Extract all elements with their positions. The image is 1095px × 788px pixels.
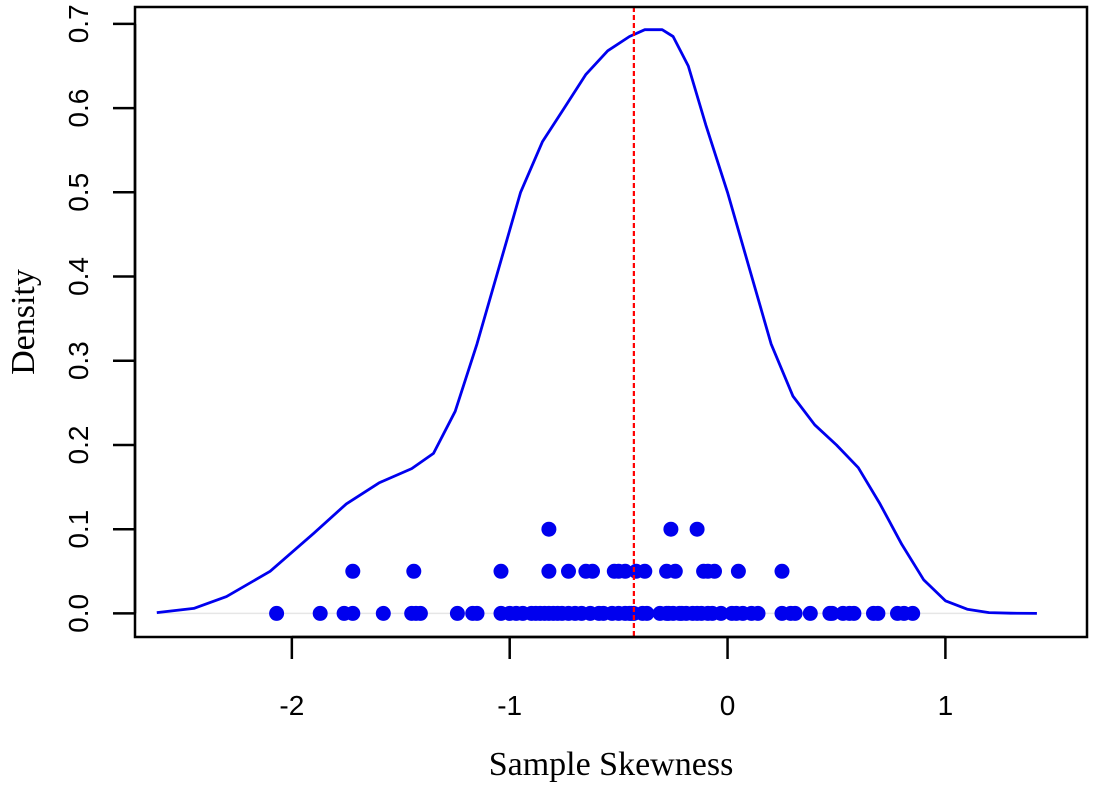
x-axis-title: Sample Skewness xyxy=(489,746,734,783)
x-tick-label: -1 xyxy=(497,690,522,721)
data-point xyxy=(345,605,361,621)
axes: -2 -1 0 1 0.0 0.1 0.2 0.3 0.4 0.5 0.6 0.7 xyxy=(63,4,953,721)
density-curve xyxy=(156,28,1037,615)
y-tick-label: 0.6 xyxy=(63,89,94,128)
data-point xyxy=(707,563,722,579)
data-point xyxy=(663,521,679,537)
data-point xyxy=(667,563,683,579)
data-point xyxy=(269,605,285,621)
y-tick-label: 0.5 xyxy=(63,173,94,212)
data-point xyxy=(345,563,361,579)
data-point xyxy=(750,605,766,621)
data-point xyxy=(713,605,729,621)
data-point xyxy=(406,563,422,579)
data-point xyxy=(787,605,803,621)
data-point xyxy=(905,605,921,621)
data-point xyxy=(541,563,557,579)
data-point xyxy=(617,563,633,579)
data-point xyxy=(449,605,465,621)
y-tick-label: 0.7 xyxy=(63,4,94,43)
data-point xyxy=(774,563,790,579)
y-axis-title: Density xyxy=(5,269,42,375)
data-point xyxy=(637,563,653,579)
x-tick-label: -2 xyxy=(279,690,304,721)
data-point xyxy=(730,563,746,579)
data-point xyxy=(469,605,485,621)
y-tick-label: 0.4 xyxy=(63,257,94,296)
y-tick-label: 0.1 xyxy=(63,510,94,549)
x-tick-label: 0 xyxy=(720,690,736,721)
data-point xyxy=(561,563,576,579)
data-point xyxy=(585,563,600,579)
data-point xyxy=(802,605,818,621)
data-point xyxy=(312,605,328,621)
data-point xyxy=(541,521,557,537)
data-point xyxy=(375,605,391,621)
y-tick-label: 0.2 xyxy=(63,426,94,465)
plot-marks xyxy=(156,7,1037,637)
data-point xyxy=(870,605,886,621)
data-point xyxy=(846,605,862,621)
data-point xyxy=(689,521,705,537)
x-tick-label: 1 xyxy=(938,690,954,721)
data-point xyxy=(493,563,509,579)
data-point xyxy=(824,605,840,621)
y-tick-label: 0.0 xyxy=(63,594,94,633)
data-point xyxy=(639,605,655,621)
plot-frame xyxy=(133,5,1089,639)
y-tick-label: 0.3 xyxy=(63,341,94,380)
data-point xyxy=(412,605,428,621)
